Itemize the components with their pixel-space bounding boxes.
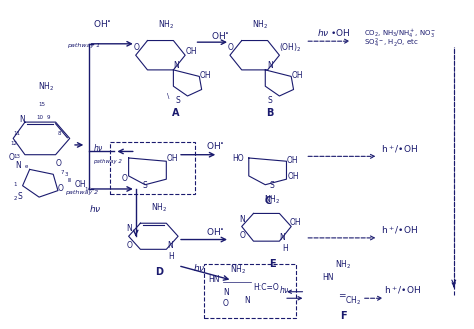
Text: N: N xyxy=(167,241,173,250)
Text: $h\nu$: $h\nu$ xyxy=(93,142,104,153)
Text: H:C=O: H:C=O xyxy=(254,283,279,292)
Text: e: e xyxy=(25,164,28,169)
Text: S: S xyxy=(268,95,273,105)
Text: OH: OH xyxy=(290,218,301,227)
Text: $\mathrm{NH_2}$: $\mathrm{NH_2}$ xyxy=(151,201,167,214)
Text: 3: 3 xyxy=(65,172,69,177)
Text: $h\nu$: $h\nu$ xyxy=(279,284,290,295)
Text: 7: 7 xyxy=(60,170,64,175)
Text: N: N xyxy=(126,224,132,233)
Text: N: N xyxy=(16,161,21,170)
Text: OH: OH xyxy=(286,156,298,165)
Text: O: O xyxy=(133,43,139,52)
Text: =: = xyxy=(338,291,346,300)
Text: D: D xyxy=(155,267,163,277)
Text: 15: 15 xyxy=(38,102,45,107)
Text: SO$_4^{2-}$, H$_2$O, etc: SO$_4^{2-}$, H$_2$O, etc xyxy=(364,37,419,50)
Text: S: S xyxy=(176,95,181,105)
Text: $h\nu$: $h\nu$ xyxy=(90,203,102,214)
Text: 10: 10 xyxy=(36,115,44,120)
Text: 8: 8 xyxy=(58,131,62,136)
Text: N: N xyxy=(244,296,250,305)
Text: $\mathrm{NH_2}$: $\mathrm{NH_2}$ xyxy=(264,193,281,206)
Text: O: O xyxy=(55,159,62,168)
Text: pathway 2: pathway 2 xyxy=(93,159,122,164)
Text: S: S xyxy=(18,192,23,201)
Text: O: O xyxy=(223,299,229,308)
Text: H: H xyxy=(169,252,174,261)
Text: O: O xyxy=(58,184,64,192)
Text: 11: 11 xyxy=(13,131,20,136)
Text: B: B xyxy=(266,108,273,117)
Text: 9: 9 xyxy=(46,115,50,120)
Text: pathway 2: pathway 2 xyxy=(65,190,98,195)
Text: III: III xyxy=(67,178,72,184)
Text: N: N xyxy=(20,115,26,124)
Text: $\mathrm{NH_2}$: $\mathrm{NH_2}$ xyxy=(252,18,269,31)
Text: OH$^{\bullet}$: OH$^{\bullet}$ xyxy=(93,18,112,30)
Text: $\mathrm{NH_2}$: $\mathrm{NH_2}$ xyxy=(158,18,174,31)
Text: (OH)$_2$: (OH)$_2$ xyxy=(279,41,302,54)
Text: N: N xyxy=(173,61,179,70)
Text: OH$^{\bullet}$: OH$^{\bullet}$ xyxy=(211,30,230,41)
Text: OH$^{\bullet}$: OH$^{\bullet}$ xyxy=(206,226,225,237)
Text: H: H xyxy=(282,244,288,253)
Text: CO$_2$, NH$_3$/NH$_4^+$, NO$_3^-$: CO$_2$, NH$_3$/NH$_4^+$, NO$_3^-$ xyxy=(364,27,437,39)
Text: OH: OH xyxy=(287,172,299,181)
Text: HN: HN xyxy=(209,275,220,284)
Text: OH: OH xyxy=(185,47,197,56)
Text: O: O xyxy=(9,153,14,162)
Text: $\mathrm{NH_2}$: $\mathrm{NH_2}$ xyxy=(38,81,55,93)
Text: h$^+$/•OH: h$^+$/•OH xyxy=(381,143,418,155)
Text: 12: 12 xyxy=(11,141,18,146)
Text: pathway 1: pathway 1 xyxy=(67,43,100,48)
Text: $h\nu$ •OH: $h\nu$ •OH xyxy=(317,27,350,38)
Text: N: N xyxy=(268,61,273,70)
Text: O: O xyxy=(121,174,128,183)
Text: O: O xyxy=(239,231,245,240)
Text: O: O xyxy=(126,241,132,250)
Text: 1: 1 xyxy=(13,182,17,187)
Text: OH: OH xyxy=(291,71,303,80)
Text: N: N xyxy=(239,215,245,224)
Text: S: S xyxy=(143,181,147,190)
Text: CH$_2$: CH$_2$ xyxy=(346,294,361,307)
Text: 2: 2 xyxy=(13,196,17,201)
Text: A: A xyxy=(172,108,180,117)
Text: $\mathrm{NH_2}$: $\mathrm{NH_2}$ xyxy=(335,258,351,271)
Text: OH: OH xyxy=(166,154,178,163)
Text: N: N xyxy=(223,288,228,297)
Text: 14: 14 xyxy=(84,187,91,191)
Text: $\backslash\!\!\backslash$: $\backslash\!\!\backslash$ xyxy=(166,90,171,101)
Text: S: S xyxy=(270,181,275,190)
Text: OH: OH xyxy=(74,180,86,189)
Text: OH: OH xyxy=(199,71,211,80)
Text: N: N xyxy=(279,233,285,241)
Text: $\mathrm{NH_2}$: $\mathrm{NH_2}$ xyxy=(230,263,246,276)
Text: E: E xyxy=(269,259,276,269)
Text: O: O xyxy=(228,43,234,52)
Text: 13: 13 xyxy=(13,154,20,159)
Text: C: C xyxy=(264,196,271,206)
Text: F: F xyxy=(340,312,346,321)
Text: HO: HO xyxy=(232,154,244,163)
Text: h$^+$/•OH: h$^+$/•OH xyxy=(381,224,418,236)
Text: h$^+$/•OH: h$^+$/•OH xyxy=(384,284,421,296)
Text: $h\nu$: $h\nu$ xyxy=(193,262,206,272)
Text: OH$^{\bullet}$: OH$^{\bullet}$ xyxy=(206,140,225,151)
Text: HN: HN xyxy=(322,273,333,282)
